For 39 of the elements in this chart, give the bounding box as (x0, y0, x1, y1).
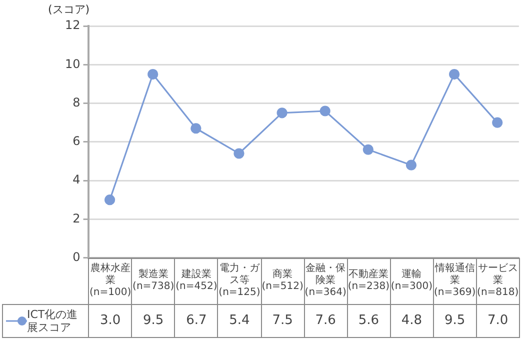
y-tick-label: 4 (72, 172, 80, 187)
y-tick-label: 2 (72, 211, 80, 226)
legend-label: ICT化の進展スコア (27, 308, 79, 334)
y-tick-label: 6 (72, 134, 80, 148)
data-label: 7.5 (261, 304, 304, 338)
x-tick-label: 建設業(n=452) (175, 269, 218, 294)
point (320, 106, 330, 116)
point (406, 160, 417, 170)
x-tick-label: 電力・ガス等(n=125) (218, 263, 261, 300)
x-tick-label: 商業(n=512) (262, 269, 304, 294)
y-tick-label: 0 (72, 250, 80, 264)
y-tick-label: 8 (72, 95, 80, 110)
data-label: 3.0 (88, 304, 132, 338)
data-label: 9.5 (132, 304, 175, 338)
data-label: 4.8 (390, 304, 434, 338)
point (190, 123, 202, 134)
data-label: 9.5 (433, 304, 476, 338)
data-label: 5.6 (347, 304, 390, 338)
point (362, 144, 374, 155)
x-tick-label: 情報通信業(n=369) (434, 263, 476, 300)
data-label: 5.4 (218, 304, 262, 338)
point (234, 148, 244, 159)
data-label: 6.7 (174, 304, 218, 338)
point (104, 194, 116, 206)
point (148, 68, 158, 80)
point (492, 117, 503, 128)
y-tick-label: 10 (64, 56, 80, 71)
point (276, 108, 288, 118)
x-tick-label: 不動産業(n=238) (348, 269, 390, 294)
data-label: 7.6 (304, 304, 348, 338)
x-tick-label: 金融・保険業(n=364) (304, 263, 347, 300)
x-tick-label: サービス業(n=818) (476, 263, 519, 300)
data-label: 7.0 (476, 304, 520, 338)
point (449, 68, 460, 80)
y-axis-title: (スコア) (48, 2, 90, 17)
y-tick-label: 12 (64, 18, 80, 32)
x-tick-label: 運輸(n=300) (390, 269, 433, 294)
x-tick-label: 製造業(n=738) (132, 269, 174, 294)
x-tick-label: 農林水産業(n=100) (89, 263, 132, 300)
